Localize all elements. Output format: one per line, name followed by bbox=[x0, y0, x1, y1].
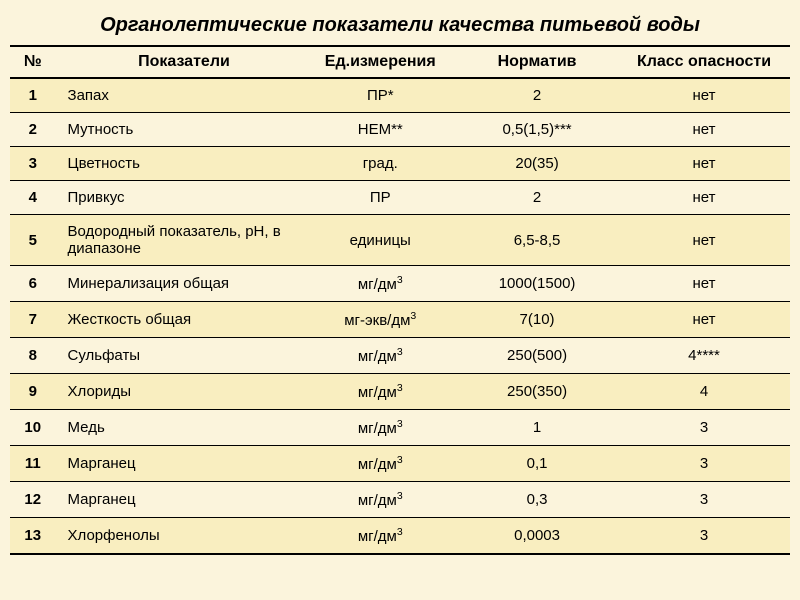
cell-class: нет bbox=[618, 302, 790, 338]
cell-class: 3 bbox=[618, 482, 790, 518]
cell-class: нет bbox=[618, 266, 790, 302]
cell-indicator: Марганец bbox=[56, 446, 305, 482]
cell-indicator: Марганец bbox=[56, 482, 305, 518]
cell-norm: 7(10) bbox=[456, 302, 618, 338]
cell-unit: ПР* bbox=[304, 78, 456, 113]
cell-norm: 20(35) bbox=[456, 147, 618, 181]
table-row: 8Сульфатымг/дм3250(500)4**** bbox=[10, 338, 790, 374]
cell-unit: НЕМ** bbox=[304, 113, 456, 147]
cell-num: 11 bbox=[10, 446, 56, 482]
cell-class: нет bbox=[618, 147, 790, 181]
col-header-class: Класс опасности bbox=[618, 46, 790, 78]
table-body: 1ЗапахПР*2нет2МутностьНЕМ**0,5(1,5)***не… bbox=[10, 78, 790, 554]
cell-class: нет bbox=[618, 78, 790, 113]
table-row: 4ПривкусПР2нет bbox=[10, 181, 790, 215]
cell-class: нет bbox=[618, 215, 790, 266]
cell-unit: мг/дм3 bbox=[304, 482, 456, 518]
cell-indicator: Сульфаты bbox=[56, 338, 305, 374]
cell-indicator: Водородный показатель, pH, в диапазоне bbox=[56, 215, 305, 266]
col-header-norm: Норматив bbox=[456, 46, 618, 78]
col-header-unit: Ед.измерения bbox=[304, 46, 456, 78]
cell-norm: 2 bbox=[456, 78, 618, 113]
cell-num: 6 bbox=[10, 266, 56, 302]
cell-unit: ПР bbox=[304, 181, 456, 215]
cell-unit: мг-экв/дм3 bbox=[304, 302, 456, 338]
cell-unit: мг/дм3 bbox=[304, 446, 456, 482]
table-row: 9Хлоридымг/дм3250(350)4 bbox=[10, 374, 790, 410]
table-row: 5Водородный показатель, pH, в диапазонее… bbox=[10, 215, 790, 266]
table-row: 13Хлорфенолымг/дм30,00033 bbox=[10, 518, 790, 555]
cell-indicator: Жесткость общая bbox=[56, 302, 305, 338]
cell-num: 10 bbox=[10, 410, 56, 446]
cell-num: 9 bbox=[10, 374, 56, 410]
cell-norm: 0,3 bbox=[456, 482, 618, 518]
cell-norm: 0,1 bbox=[456, 446, 618, 482]
cell-unit: мг/дм3 bbox=[304, 518, 456, 555]
cell-num: 2 bbox=[10, 113, 56, 147]
cell-norm: 1000(1500) bbox=[456, 266, 618, 302]
cell-unit: мг/дм3 bbox=[304, 410, 456, 446]
cell-class: 4 bbox=[618, 374, 790, 410]
cell-unit: град. bbox=[304, 147, 456, 181]
cell-unit: единицы bbox=[304, 215, 456, 266]
cell-norm: 6,5-8,5 bbox=[456, 215, 618, 266]
cell-indicator: Медь bbox=[56, 410, 305, 446]
cell-indicator: Мутность bbox=[56, 113, 305, 147]
cell-indicator: Хлориды bbox=[56, 374, 305, 410]
cell-norm: 0,5(1,5)*** bbox=[456, 113, 618, 147]
cell-class: 4**** bbox=[618, 338, 790, 374]
cell-num: 13 bbox=[10, 518, 56, 555]
quality-table: № Показатели Ед.измерения Норматив Класс… bbox=[10, 45, 790, 555]
table-row: 1ЗапахПР*2нет bbox=[10, 78, 790, 113]
cell-num: 5 bbox=[10, 215, 56, 266]
cell-indicator: Хлорфенолы bbox=[56, 518, 305, 555]
table-row: 6Минерализация общаямг/дм31000(1500)нет bbox=[10, 266, 790, 302]
table-row: 10Медьмг/дм313 bbox=[10, 410, 790, 446]
cell-class: 3 bbox=[618, 446, 790, 482]
cell-norm: 250(500) bbox=[456, 338, 618, 374]
cell-num: 8 bbox=[10, 338, 56, 374]
table-row: 7Жесткость общаямг-экв/дм37(10)нет bbox=[10, 302, 790, 338]
cell-unit: мг/дм3 bbox=[304, 374, 456, 410]
page-title: Органолептические показатели качества пи… bbox=[10, 14, 790, 37]
cell-num: 7 bbox=[10, 302, 56, 338]
col-header-indicator: Показатели bbox=[56, 46, 305, 78]
cell-unit: мг/дм3 bbox=[304, 266, 456, 302]
cell-norm: 0,0003 bbox=[456, 518, 618, 555]
cell-class: 3 bbox=[618, 410, 790, 446]
cell-indicator: Привкус bbox=[56, 181, 305, 215]
cell-num: 3 bbox=[10, 147, 56, 181]
cell-indicator: Минерализация общая bbox=[56, 266, 305, 302]
cell-class: нет bbox=[618, 181, 790, 215]
table-row: 3Цветностьград.20(35)нет bbox=[10, 147, 790, 181]
cell-num: 4 bbox=[10, 181, 56, 215]
cell-indicator: Цветность bbox=[56, 147, 305, 181]
table-header-row: № Показатели Ед.измерения Норматив Класс… bbox=[10, 46, 790, 78]
col-header-num: № bbox=[10, 46, 56, 78]
cell-norm: 1 bbox=[456, 410, 618, 446]
cell-unit: мг/дм3 bbox=[304, 338, 456, 374]
table-row: 12Марганецмг/дм30,33 bbox=[10, 482, 790, 518]
cell-class: нет bbox=[618, 113, 790, 147]
cell-num: 12 bbox=[10, 482, 56, 518]
table-row: 11Марганецмг/дм30,13 bbox=[10, 446, 790, 482]
cell-indicator: Запах bbox=[56, 78, 305, 113]
cell-norm: 2 bbox=[456, 181, 618, 215]
cell-class: 3 bbox=[618, 518, 790, 555]
table-row: 2МутностьНЕМ**0,5(1,5)***нет bbox=[10, 113, 790, 147]
cell-norm: 250(350) bbox=[456, 374, 618, 410]
cell-num: 1 bbox=[10, 78, 56, 113]
